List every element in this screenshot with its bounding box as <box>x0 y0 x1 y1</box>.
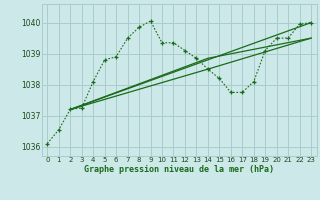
X-axis label: Graphe pression niveau de la mer (hPa): Graphe pression niveau de la mer (hPa) <box>84 165 274 174</box>
